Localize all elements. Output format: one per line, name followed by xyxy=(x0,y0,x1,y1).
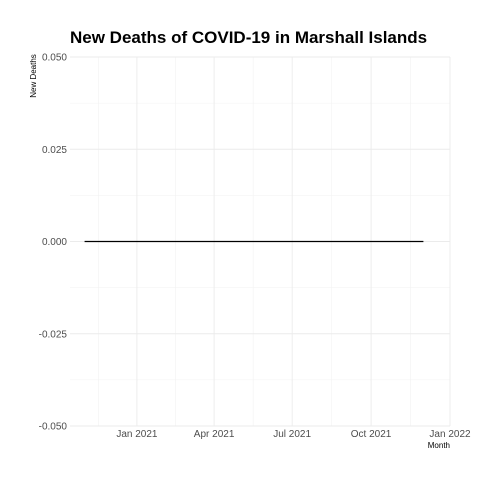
y-axis-title: New Deaths xyxy=(29,54,38,98)
x-tick-label: Oct 2021 xyxy=(351,429,392,440)
x-tick-label: Apr 2021 xyxy=(194,429,235,440)
x-axis-title: Month xyxy=(428,441,450,450)
x-tick-labels: Jan 2021 Apr 2021 Jul 2021 Oct 2021 Jan 2022 xyxy=(116,429,471,440)
y-tick-label: 0.025 xyxy=(42,145,67,156)
x-tick-label: Jan 2022 xyxy=(429,429,471,440)
y-tick-label: 0.050 xyxy=(42,53,67,64)
y-tick-labels: 0.050 0.025 0.000 -0.025 -0.050 xyxy=(39,53,68,433)
x-tick-label: Jan 2021 xyxy=(116,429,158,440)
minor-gridlines-y xyxy=(70,102,450,381)
y-tick-label: -0.025 xyxy=(39,329,68,340)
x-tick-label: Jul 2021 xyxy=(273,429,311,440)
chart-title: New Deaths of COVID-19 in Marshall Islan… xyxy=(70,28,427,47)
y-tick-label: -0.050 xyxy=(39,422,68,433)
y-tick-label: 0.000 xyxy=(42,237,67,248)
